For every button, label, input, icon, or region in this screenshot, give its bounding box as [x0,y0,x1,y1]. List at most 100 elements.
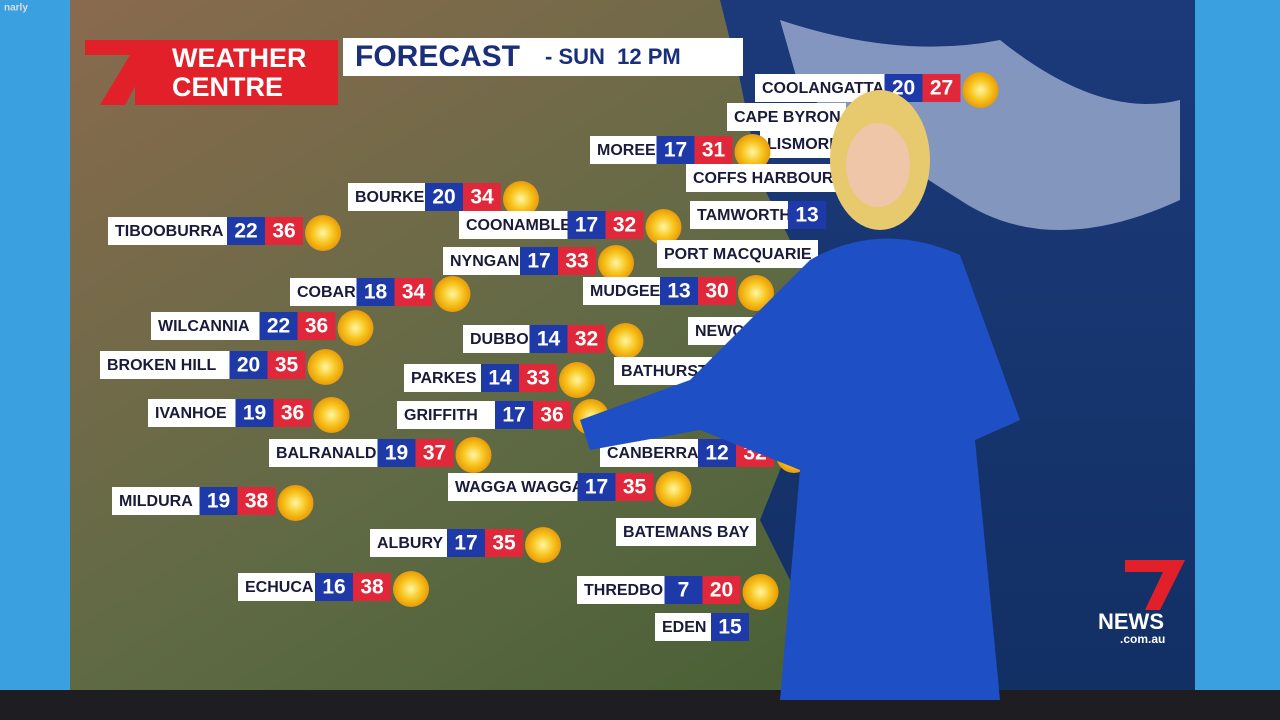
max-temp: 36 [272,220,295,243]
sun-icon [738,275,774,311]
min-box [447,529,485,557]
city: PARKES 14 33 [404,362,595,398]
max-temp: 33 [526,367,549,390]
title: FORECAST [355,40,520,73]
news-logo: NEWS .com.au [1098,560,1185,646]
max-box [615,473,654,501]
min-temp: 7 [678,579,690,602]
sun-icon [962,72,999,108]
min-box [529,325,568,353]
min-temp: 20 [432,186,455,209]
max-box [519,364,557,392]
max-box [694,136,733,164]
sun-icon [525,527,561,563]
city-name: COBAR [297,284,356,301]
max-temp: 30 [705,280,728,303]
max-temp: 38 [360,576,384,599]
city: WAGGA WAGGA 17 35 [448,471,692,507]
city-name-box [370,529,447,557]
city: TIBOOBURRA 22 36 [108,215,341,251]
min-temp: 12 [705,442,728,465]
city-name: BATEMANS BAY [623,524,750,541]
city: THREDBO 7 20 [577,574,779,610]
max-temp: 36 [305,315,328,338]
city-name: THREDBO [584,582,663,599]
logo-seven [85,40,160,105]
min-box [425,183,463,211]
max-box [273,399,312,427]
min-temp: 15 [718,616,742,639]
city-name-box [655,613,711,641]
max-temp: 34 [402,281,426,304]
city-name-box [448,473,578,501]
floor [0,690,1280,720]
city-name-box [443,247,520,275]
sun-icon [313,397,350,433]
logo-box [135,40,338,105]
sun-icon [455,437,492,473]
max-temp: 31 [702,139,726,162]
sun-icon [277,485,314,521]
min-temp: 19 [385,442,408,465]
city: BATEMANS BAY [616,518,756,546]
min-temp: 22 [234,220,257,243]
min-temp: 17 [585,476,608,499]
logo-line: CENTRE [172,72,283,102]
min-temp: 20 [237,354,260,377]
city: MOREE 17 31 [590,134,771,170]
watermark: narly [4,3,28,14]
city-name: LISMORE [767,136,840,153]
max-temp: 27 [930,77,953,100]
min-temp: 16 [322,576,345,599]
logo-line: WEATHER [172,43,307,73]
title-bar [343,38,743,76]
min-box [235,399,274,427]
city-name: IVANHOE [155,405,227,422]
sun-icon [598,245,634,281]
city: TAMWORTH 13 [690,201,826,229]
city: BATHURST [614,357,712,385]
cloud [780,20,1180,230]
max-temp: 37 [423,442,446,465]
min-box [315,573,353,601]
sun-icon [645,209,682,245]
city-name: ALBURY [377,535,443,552]
min-temp: 20 [892,77,915,100]
city: ECHUCA 16 38 [238,571,429,607]
city-name: TIBOOBURRA [115,223,224,240]
sun-icon [655,471,692,507]
city-name: WILCANNIA [158,318,250,335]
news-brand: NEWS [1098,609,1164,634]
city-name: PORT MACQUARIE [664,246,812,263]
min-temp: 22 [267,315,290,338]
city-name: COOLANGATTA [762,80,885,97]
city-name: CAPE BYRON [734,109,841,126]
city: BALRANALD 19 37 [269,437,492,473]
min-box [567,211,606,239]
city: NEWCA [688,317,756,345]
min-box [711,613,749,641]
city: MUDGEE 13 30 [583,275,774,311]
sun-icon [393,571,429,607]
min-temp: 17 [454,532,477,555]
city-name-box [686,164,837,192]
max-box [394,278,433,306]
city: BOURKE 20 34 [348,181,539,217]
city-name-box [577,576,665,604]
city-name-box [583,277,660,305]
city: COFFS HARBOUR [686,164,837,192]
city-name-box [238,573,315,601]
max-temp: 38 [245,490,269,513]
subtitle: - SUN 12 PM [545,44,681,69]
city: EDEN 15 [655,613,749,641]
news-seven [1125,560,1185,610]
city-name: BALRANALD [276,445,376,462]
min-box [664,576,703,604]
city-name: MUDGEE [590,283,661,300]
city-name-box [112,487,200,515]
max-box [485,529,523,557]
dress [580,238,1020,700]
max-box [702,576,741,604]
